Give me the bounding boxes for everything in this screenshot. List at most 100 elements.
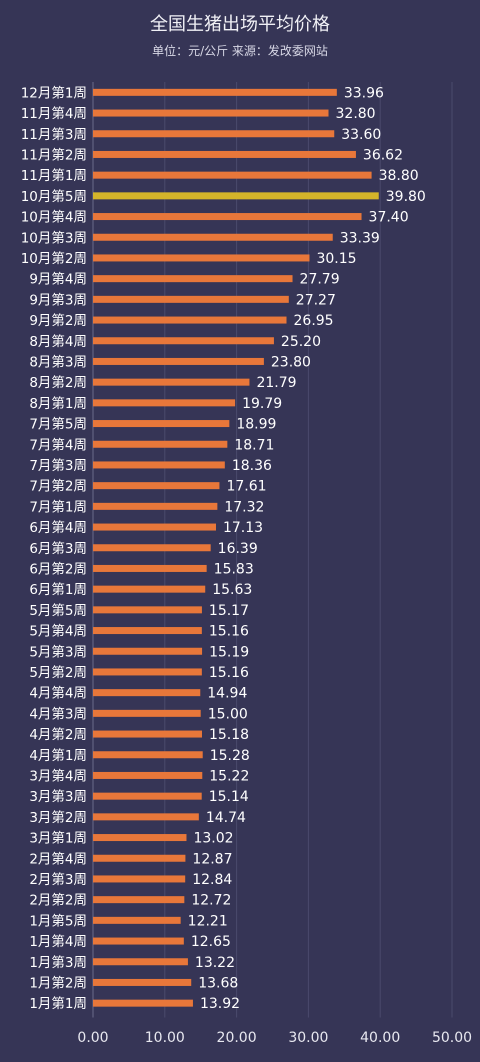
- bar: [93, 958, 188, 966]
- category-label: 7月第1周: [29, 498, 87, 515]
- data-label: 12.87: [192, 851, 232, 867]
- bar: [93, 771, 203, 779]
- category-label: 9月第3周: [29, 291, 87, 308]
- data-label: 27.79: [300, 272, 340, 288]
- bar: [93, 254, 310, 262]
- data-label: 39.80: [386, 189, 426, 205]
- data-label: 12.21: [188, 913, 228, 929]
- data-label: 13.68: [198, 975, 238, 991]
- category-label: 10月第2周: [21, 250, 87, 267]
- bar: [93, 399, 236, 407]
- bar: [93, 834, 187, 842]
- data-label: 14.74: [206, 810, 246, 826]
- bar: [93, 792, 202, 800]
- data-label: 18.36: [232, 458, 272, 474]
- bar: [93, 295, 289, 303]
- category-label: 9月第4周: [29, 271, 87, 288]
- data-label: 13.22: [195, 955, 235, 971]
- data-label: 15.18: [209, 727, 249, 743]
- bar: [93, 440, 228, 448]
- data-label: 15.28: [210, 748, 250, 764]
- data-label: 15.22: [209, 768, 249, 784]
- data-label: 18.71: [234, 437, 274, 453]
- bar: [93, 751, 203, 759]
- bar: [93, 585, 206, 593]
- bar: [93, 213, 362, 221]
- bar: [93, 730, 202, 738]
- data-label: 23.80: [271, 354, 311, 370]
- data-label: 36.62: [363, 147, 403, 163]
- bar: [93, 647, 203, 655]
- bar: [93, 420, 230, 428]
- category-label: 7月第2周: [29, 478, 87, 495]
- category-label: 10月第5周: [21, 188, 87, 205]
- category-label: 10月第3周: [21, 229, 87, 246]
- bar: [93, 916, 181, 924]
- x-tick-label: 0.00: [77, 1030, 108, 1046]
- bar: [93, 233, 333, 241]
- category-label: 4月第1周: [29, 747, 87, 764]
- x-tick-label: 30.00: [288, 1030, 328, 1046]
- category-label: 4月第3周: [29, 705, 87, 722]
- data-label: 15.17: [209, 603, 249, 619]
- bar: [93, 937, 184, 945]
- x-tick-label: 20.00: [217, 1030, 257, 1046]
- data-label: 27.27: [296, 292, 336, 308]
- data-label: 33.96: [344, 85, 384, 101]
- category-label: 6月第3周: [29, 540, 87, 557]
- bar: [93, 854, 186, 862]
- data-label: 15.00: [208, 706, 248, 722]
- category-label: 3月第3周: [29, 788, 87, 805]
- category-label: 7月第4周: [29, 436, 87, 453]
- bar: [93, 150, 356, 158]
- category-label: 11月第2周: [21, 146, 87, 163]
- data-label: 33.60: [341, 127, 381, 143]
- bar: [93, 875, 186, 883]
- bar: [93, 88, 337, 96]
- data-label: 17.61: [226, 479, 266, 495]
- bar: [93, 461, 225, 469]
- data-label: 12.84: [192, 872, 232, 888]
- bar: [93, 378, 250, 386]
- category-label: 12月第1周: [21, 84, 87, 101]
- data-label: 15.16: [209, 665, 249, 681]
- data-label: 32.80: [336, 106, 376, 122]
- bar: [93, 337, 274, 345]
- bar: [93, 668, 202, 676]
- category-label: 11月第4周: [21, 105, 87, 122]
- bar: [93, 316, 287, 324]
- category-label: 5月第3周: [29, 643, 87, 660]
- data-label: 18.99: [236, 417, 276, 433]
- bar: [93, 999, 193, 1007]
- category-label: 7月第3周: [29, 457, 87, 474]
- category-label: 8月第2周: [29, 374, 87, 391]
- category-label: 11月第1周: [21, 167, 87, 184]
- bar: [93, 275, 293, 283]
- bar: [93, 627, 202, 635]
- category-label: 1月第1周: [29, 995, 87, 1012]
- category-label: 5月第4周: [29, 623, 87, 640]
- bar: [93, 171, 372, 179]
- category-label: 7月第5周: [29, 416, 87, 433]
- data-label: 12.65: [191, 934, 231, 950]
- bar: [93, 606, 202, 614]
- category-label: 3月第2周: [29, 809, 87, 826]
- data-label: 38.80: [379, 168, 419, 184]
- bar: [93, 357, 264, 365]
- category-label: 2月第3周: [29, 871, 87, 888]
- data-label: 16.39: [218, 541, 258, 557]
- data-label: 15.63: [212, 582, 252, 598]
- data-label: 17.13: [223, 520, 263, 536]
- category-label: 2月第4周: [29, 850, 87, 867]
- data-label: 15.14: [209, 789, 249, 805]
- bar: [93, 564, 207, 572]
- chart-title: 全国生猪出场平均价格: [150, 14, 330, 35]
- category-label: 6月第4周: [29, 519, 87, 536]
- category-label: 8月第4周: [29, 333, 87, 350]
- category-label: 11月第3周: [21, 126, 87, 143]
- bar: [93, 689, 201, 697]
- data-label: 15.19: [209, 644, 249, 660]
- data-label: 21.79: [256, 375, 296, 391]
- category-label: 1月第4周: [29, 933, 87, 950]
- bar: [93, 896, 185, 904]
